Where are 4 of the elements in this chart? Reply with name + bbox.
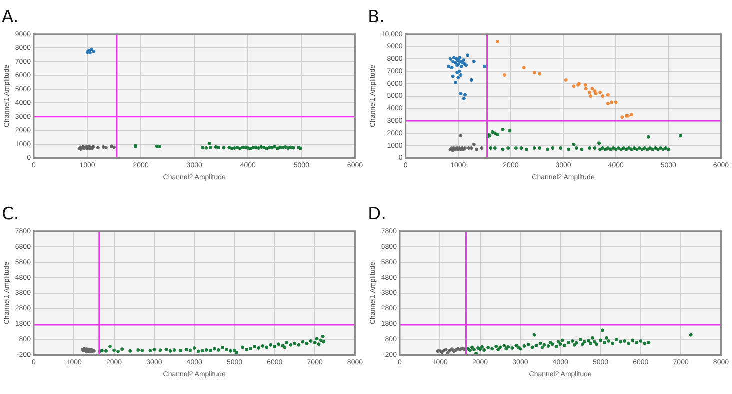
chart-title: A. bbox=[2, 8, 19, 28]
chart-title: D. bbox=[368, 204, 386, 225]
chart-title: B. bbox=[368, 8, 386, 28]
chart-title: C. bbox=[2, 204, 20, 225]
